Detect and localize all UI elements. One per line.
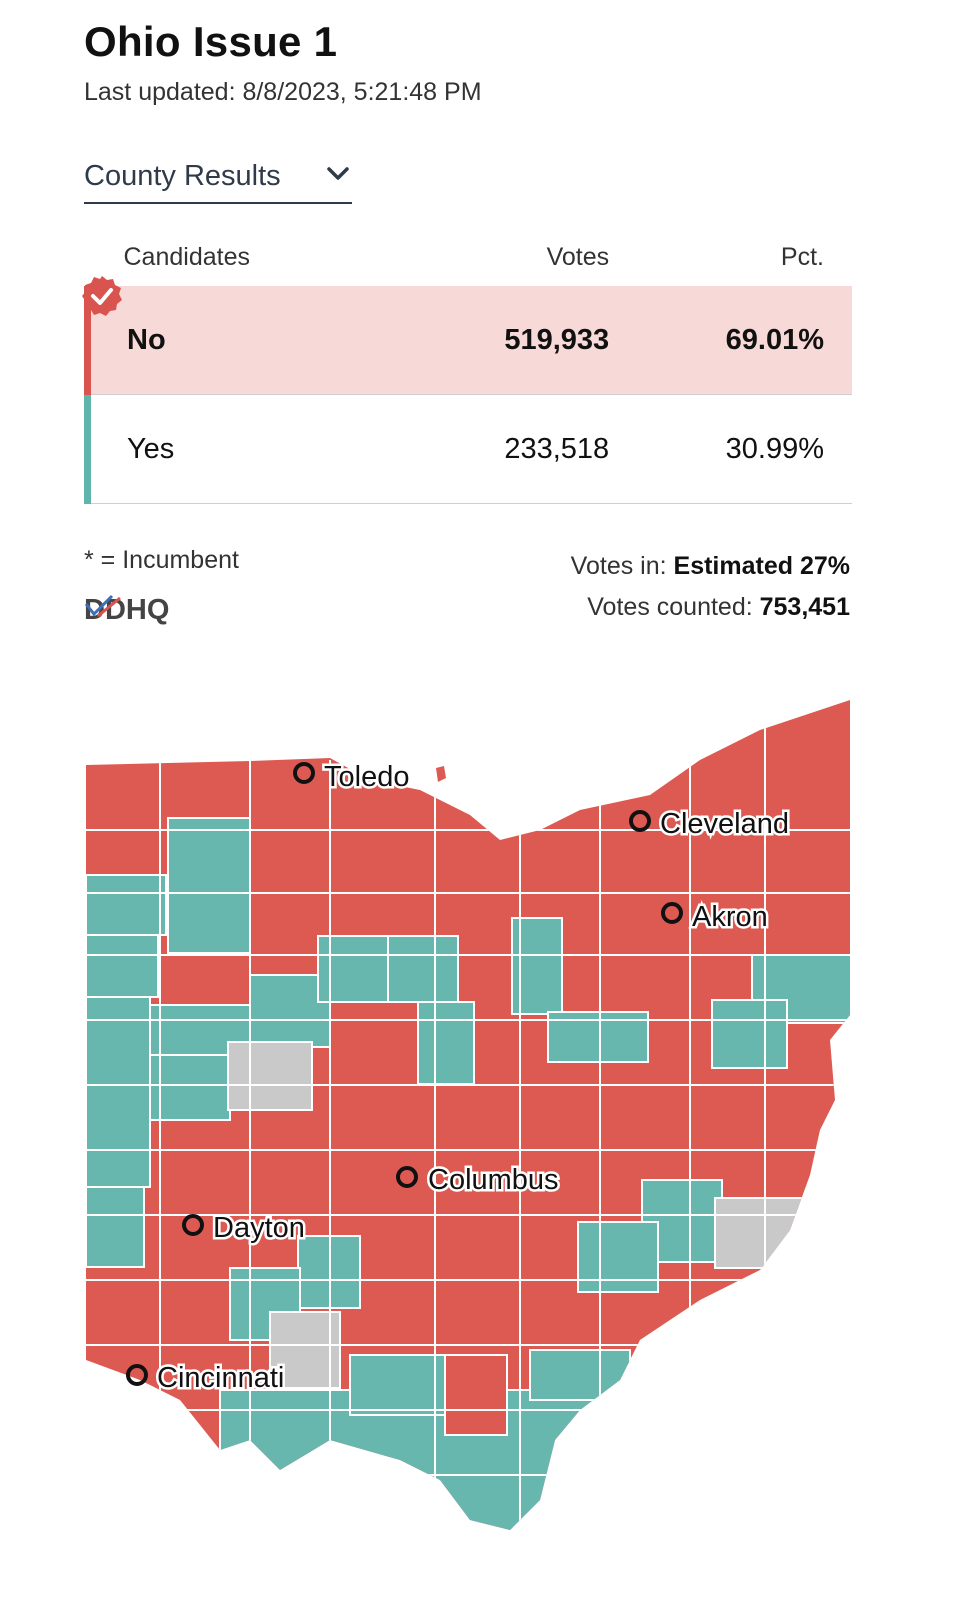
city-marker-cleveland	[629, 810, 651, 832]
pct-cell: 69.01%	[637, 286, 852, 395]
table-header-row: Candidates Votes Pct.	[88, 228, 853, 286]
county-shape	[86, 934, 159, 998]
ohio-county-map: Toledo Cleveland Akron Columbus Dayton C…	[86, 700, 850, 1530]
city-marker-cincinnati	[126, 1364, 148, 1386]
city-marker-toledo	[293, 762, 315, 784]
county-shape	[714, 1197, 806, 1269]
vote-stats: Votes in: Estimated 27% Votes counted: 7…	[571, 546, 850, 628]
city-marker-akron	[661, 902, 683, 924]
county-shape	[86, 1186, 145, 1268]
votes-counted-value: 753,451	[759, 593, 850, 621]
island-shape	[436, 766, 446, 782]
candidate-name: No	[127, 323, 166, 356]
votes-counted-label: Votes counted:	[587, 593, 753, 621]
votes-cell: 519,933	[411, 286, 638, 395]
county-shape	[269, 1311, 341, 1389]
city-label-cincinnati: Cincinnati	[157, 1362, 284, 1394]
city-label-columbus: Columbus	[428, 1164, 559, 1196]
last-updated-text: Last updated: 8/8/2023, 5:21:48 PM	[84, 78, 482, 106]
county-shape	[444, 1354, 508, 1436]
dropdown-label: County Results	[84, 159, 281, 192]
county-shape	[317, 935, 389, 1003]
county-shape	[149, 1054, 231, 1121]
county-shape	[167, 892, 251, 954]
column-header-candidates: Candidates	[123, 242, 250, 271]
county-border	[86, 829, 850, 1476]
city-label-dayton: Dayton	[213, 1212, 305, 1244]
incumbent-note: * = Incumbent	[84, 546, 239, 574]
county-shape	[86, 996, 151, 1086]
table-row-no: No 519,933 69.01%	[82, 276, 852, 395]
votes-in-label: Votes in:	[570, 552, 667, 580]
chevron-down-icon	[327, 167, 349, 180]
page-title: Ohio Issue 1	[84, 18, 338, 65]
ddhq-logo: DDHQ	[84, 594, 169, 626]
county-shape	[86, 1084, 151, 1188]
pct-cell: 30.99%	[637, 394, 852, 504]
county-shape	[711, 999, 788, 1069]
column-header-pct: Pct.	[780, 242, 824, 271]
county-shape	[86, 874, 167, 936]
column-header-votes: Votes	[546, 242, 610, 271]
city-label-cleveland: Cleveland	[660, 808, 789, 840]
city-label-toledo: Toledo	[324, 761, 409, 793]
table-row-yes: Yes 233,518 30.99%	[84, 394, 852, 504]
county-border	[159, 700, 766, 1530]
city-marker-columbus	[396, 1166, 418, 1188]
votes-cell: 233,518	[411, 394, 638, 504]
county-shape	[387, 935, 459, 1003]
votes-in-value: Estimated 27%	[673, 552, 850, 580]
county-shape	[417, 1001, 475, 1085]
county-shape	[227, 1041, 313, 1111]
county-shape	[577, 1221, 659, 1293]
city-markers: Toledo Cleveland Akron Columbus Dayton C…	[126, 759, 791, 1397]
county-results-dropdown[interactable]: County Results	[84, 150, 352, 204]
county-shape	[349, 1354, 446, 1416]
candidate-name: Yes	[127, 432, 175, 465]
results-table: Candidates Votes Pct. No 519,933 69.01% …	[82, 228, 853, 504]
county-shape	[529, 1349, 631, 1401]
winner-check-icon	[82, 276, 122, 316]
city-label-akron: Akron	[692, 901, 768, 933]
city-marker-dayton	[182, 1214, 204, 1236]
county-shape	[249, 974, 331, 1048]
